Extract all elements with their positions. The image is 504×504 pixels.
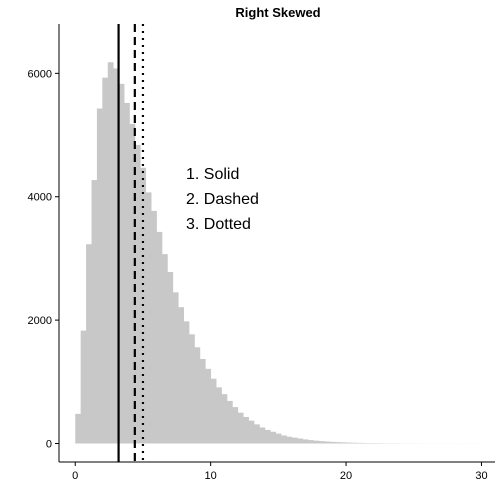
histogram-bar <box>221 394 228 444</box>
histogram-bar <box>302 439 309 444</box>
histogram-bar <box>335 442 342 444</box>
histogram-bar <box>329 441 336 444</box>
histogram-bar <box>232 407 239 444</box>
x-tick-label: 0 <box>72 470 78 482</box>
annotation-3: 3. Dotted <box>186 216 251 233</box>
histogram-bar <box>324 441 331 444</box>
histogram-bar <box>264 429 271 444</box>
histogram-bar <box>253 424 260 444</box>
histogram-bar <box>248 420 255 444</box>
histogram-bar <box>237 412 244 444</box>
histogram-bar <box>156 231 163 444</box>
x-axis-ticks: 0 10 20 30 <box>72 462 488 482</box>
y-axis-ticks: 0 2000 4000 6000 <box>28 68 59 450</box>
y-tick-label: 0 <box>46 438 52 450</box>
histogram-bar <box>188 334 195 444</box>
histogram-bar <box>226 400 233 444</box>
y-tick-label: 6000 <box>28 68 52 80</box>
histogram-bar <box>275 433 282 444</box>
histogram-bar <box>178 307 184 444</box>
histogram-bar <box>351 442 358 444</box>
histogram-bar <box>123 102 130 444</box>
histogram-bar <box>161 254 168 444</box>
histogram-bar <box>210 378 217 444</box>
histogram-bar <box>205 368 212 444</box>
histogram-bar <box>270 431 277 444</box>
annotation-2: 2. Dashed <box>186 191 259 208</box>
histogram-bar <box>145 192 152 444</box>
histogram-bar <box>172 292 179 444</box>
histogram-bar <box>313 440 320 444</box>
histogram-bar <box>129 123 136 444</box>
histogram-bar <box>91 180 98 444</box>
annotation-1: 1. Solid <box>186 166 239 183</box>
histogram-bar <box>297 438 304 444</box>
histogram-bars <box>75 62 482 444</box>
histogram-bar <box>346 442 352 444</box>
histogram-bar <box>151 210 157 444</box>
histogram-bar <box>216 387 222 444</box>
histogram-bar <box>281 435 287 444</box>
histogram-bar <box>75 413 82 444</box>
histogram-bar <box>183 321 190 444</box>
histogram-bar <box>259 427 266 444</box>
x-tick-label: 10 <box>205 470 217 482</box>
histogram-bar <box>318 441 325 444</box>
histogram-bar <box>102 77 109 444</box>
histogram-bar <box>113 68 119 444</box>
histogram-bar <box>167 271 174 444</box>
histogram-bar <box>80 330 87 444</box>
histogram-bar <box>86 244 92 444</box>
x-tick-label: 20 <box>340 470 352 482</box>
histogram-bar <box>134 144 141 444</box>
y-tick-label: 4000 <box>28 192 52 204</box>
histogram-bar <box>199 358 206 444</box>
histogram-bar <box>118 83 125 444</box>
histogram-bar <box>286 436 293 444</box>
histogram-bar <box>96 108 103 444</box>
histogram-bar <box>356 442 363 444</box>
histogram-bar <box>308 440 314 444</box>
reference-lines <box>117 24 145 462</box>
histogram-bar <box>340 442 347 444</box>
histogram-bar <box>194 347 201 444</box>
chart-title: Right Skewed <box>235 5 320 20</box>
y-tick-label: 2000 <box>28 315 52 327</box>
histogram-bar <box>291 437 298 444</box>
histogram-bar <box>243 416 249 444</box>
histogram-bar <box>107 62 114 444</box>
x-tick-label: 30 <box>475 470 487 482</box>
